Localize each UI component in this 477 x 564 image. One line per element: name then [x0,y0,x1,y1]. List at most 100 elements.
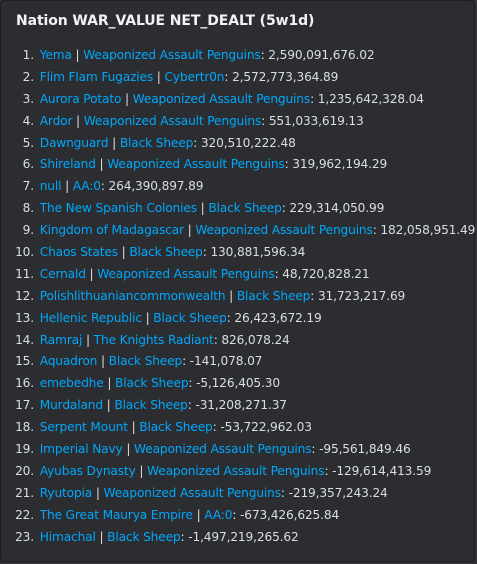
nation-link[interactable]: Polishlithuaniancommonwealth [39,288,226,303]
separator: | [122,442,135,457]
nation-link[interactable]: Kingdom of Madagascar [39,223,184,238]
alliance-link[interactable]: Weaponized Assault Penguins [195,223,373,238]
war-value: 31,723,217.69 [317,288,406,303]
leaderboard-row: 14. Ramraj | The Knights Radiant: 826,07… [1,330,475,352]
war-value: 826,078.24 [221,332,290,347]
nation-link[interactable]: Aquadron [39,354,98,369]
rank-number: 7. [22,179,34,194]
leaderboard-row: 10. Chaos States | Black Sheep: 130,881,… [1,242,475,264]
nation-link[interactable]: Ryutopia [39,485,93,500]
rank-number: 9. [22,223,34,238]
alliance-link[interactable]: Weaponized Assault Penguins [97,266,275,281]
alliance-link[interactable]: Black Sheep [119,135,194,150]
leaderboard-row: 1. Yema | Weaponized Assault Penguins: 2… [1,45,475,67]
nation-link[interactable]: Cernald [39,266,86,281]
rank-number: 5. [22,135,34,150]
nation-link[interactable]: Serpent Mount [39,420,128,435]
alliance-link[interactable]: Black Sheep [108,354,183,369]
rank-number: 1. [22,48,34,62]
rank-number: 14. [15,332,34,347]
nation-link[interactable]: Imperial Navy [39,442,123,457]
nation-link[interactable]: Flim Flam Fugazies [39,69,154,84]
nation-link[interactable]: The New Spanish Colonies [39,201,197,216]
nation-link[interactable]: The Great Maurya Empire [39,507,193,522]
war-value: 130,881,596.34 [210,245,306,260]
alliance-link[interactable]: Black Sheep [114,398,188,413]
rank-number: 20. [15,463,34,478]
nation-link[interactable]: Ramraj [39,332,83,347]
value-separator: : [310,288,318,303]
rank-number: 12. [15,288,34,303]
separator: | [82,332,94,347]
nation-link[interactable]: null [39,179,62,194]
alliance-link[interactable]: Weaponized Assault Penguins [147,463,325,478]
rank-number: 8. [22,201,34,216]
separator: | [225,288,237,303]
war-value: 182,058,951.49 [380,223,476,238]
alliance-link[interactable]: Black Sheep [236,288,311,303]
war-value: -141,078.07 [189,354,263,369]
nation-link[interactable]: Ardor [39,113,73,128]
alliance-link[interactable]: Weaponized Assault Penguins [132,91,311,106]
alliance-link[interactable]: Black Sheep [107,529,181,544]
rank-number: 2. [22,69,34,84]
alliance-link[interactable]: Black Sheep [129,245,203,260]
war-value: -219,357,243.24 [288,485,388,500]
war-value: -5,126,405.30 [196,376,280,391]
leaderboard-row: 6. Shireland | Weaponized Assault Pengui… [1,154,475,176]
leaderboard-row: 21. Ryutopia | Weaponized Assault Pengui… [1,483,475,505]
nation-link[interactable]: Aurora Potato [39,91,122,106]
nation-link[interactable]: Dawnguard [39,135,109,150]
war-value: 551,033,619.13 [268,113,364,128]
alliance-link[interactable]: Weaponized Assault Penguins [103,485,282,500]
nation-link[interactable]: Yema [39,48,72,62]
leaderboard-row: 18. Serpent Mount | Black Sheep: -53,722… [1,417,475,439]
value-separator: : [100,179,109,194]
value-separator: : [372,223,381,238]
nation-link[interactable]: Shireland [39,157,96,172]
war-value: 264,390,897.89 [108,179,204,194]
nation-link[interactable]: Ayubas Dynasty [39,463,136,478]
separator: | [72,113,84,128]
separator: | [127,420,140,435]
value-separator: : [182,354,190,369]
value-separator: : [281,201,290,216]
separator: | [97,354,109,369]
value-separator: : [310,91,318,106]
rank-number: 18. [15,420,34,435]
leaderboard-row: 20. Ayubas Dynasty | Weaponized Assault … [1,461,475,483]
value-separator: : [324,463,333,478]
alliance-link[interactable]: Black Sheep [208,201,282,216]
alliance-link[interactable]: AA:0 [204,507,233,522]
separator: | [153,69,165,84]
war-value: 1,235,642,328.04 [317,91,424,106]
value-separator: : [232,507,240,522]
nation-link[interactable]: Himachal [39,529,96,544]
value-separator: : [261,113,269,128]
nation-link[interactable]: Hellenic Republic [39,310,142,325]
alliance-link[interactable]: Weaponized Assault Penguins [83,113,262,128]
rank-number: 22. [15,507,34,522]
alliance-link[interactable]: Black Sheep [139,420,213,435]
alliance-link[interactable]: The Knights Radiant [93,332,214,347]
alliance-link[interactable]: Cybertr0n [164,69,225,84]
rank-number: 6. [22,157,34,172]
value-separator: : [188,376,197,391]
war-value: -129,614,413.59 [332,463,432,478]
alliance-link[interactable]: Weaponized Assault Penguins [107,157,285,172]
war-value: 26,423,672.19 [234,310,322,325]
alliance-link[interactable]: Weaponized Assault Penguins [134,442,312,457]
separator: | [135,463,148,478]
nation-link[interactable]: Chaos States [39,245,118,260]
leaderboard-row: 4. Ardor | Weaponized Assault Penguins: … [1,111,475,133]
separator: | [102,398,115,413]
leaderboard-row: 11. Cernald | Weaponized Assault Penguin… [1,264,475,286]
separator: | [95,157,108,172]
alliance-link[interactable]: Black Sheep [115,376,189,391]
alliance-link[interactable]: Black Sheep [153,310,227,325]
alliance-link[interactable]: Weaponized Assault Penguins [83,48,261,62]
nation-link[interactable]: Murdaland [39,398,103,413]
value-separator: : [193,135,201,150]
alliance-link[interactable]: AA:0 [72,179,101,194]
nation-link[interactable]: emebedhe [39,376,104,391]
